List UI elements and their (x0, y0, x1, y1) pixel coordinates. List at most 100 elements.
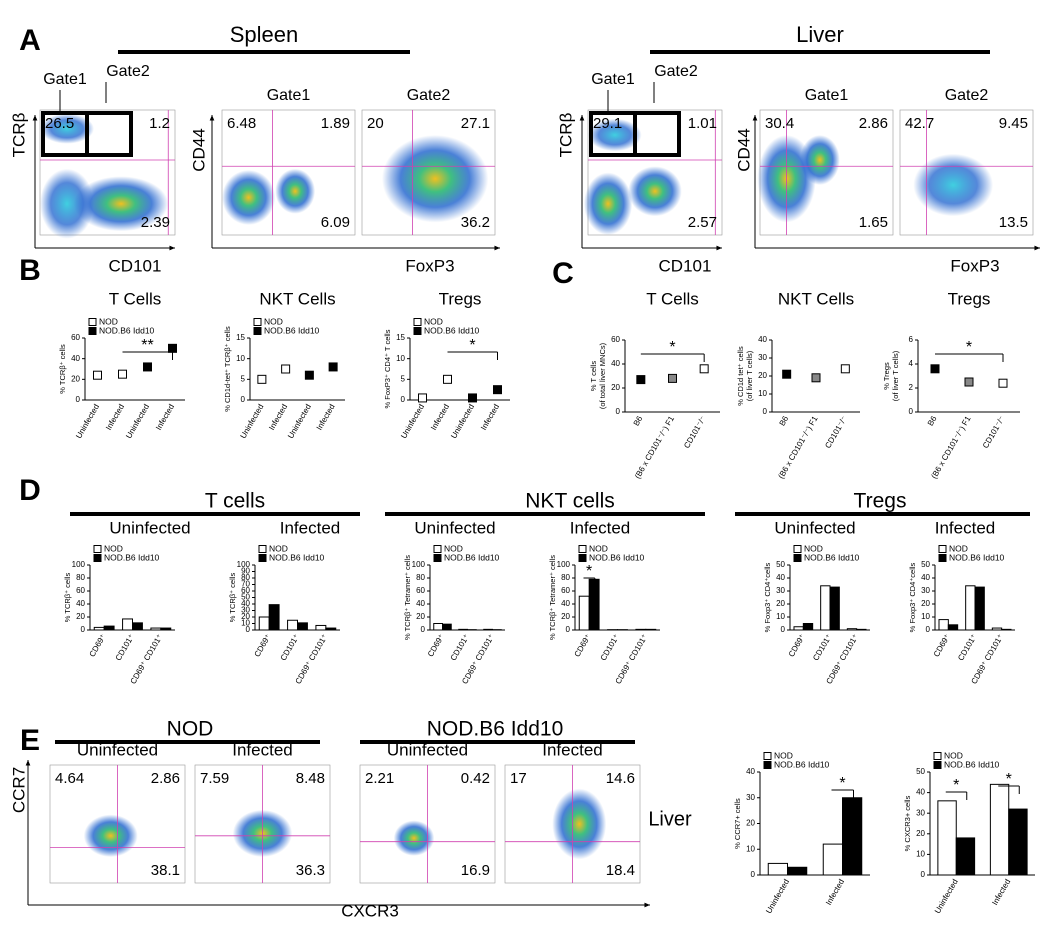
chart-title: NKT Cells (778, 289, 854, 308)
dot-marker (468, 393, 477, 403)
x-tick-label: Uninfected (124, 403, 151, 441)
bar (483, 628, 493, 631)
arrow-head (579, 115, 585, 121)
arrow-head (1034, 245, 1040, 251)
y-tick-label: 10 (241, 619, 250, 628)
legend-swatch (253, 318, 262, 326)
bar (802, 623, 814, 631)
y-tick-label: 40 (758, 335, 767, 344)
dot-marker (840, 364, 850, 374)
bar (947, 624, 959, 631)
quadrant-value: 1.65 (859, 214, 888, 231)
annotation: * (953, 777, 959, 794)
flow-plot-title: Infected (232, 740, 293, 759)
y-tick-label: 20 (416, 612, 425, 621)
quadrant-value: 20 (367, 115, 384, 132)
y-axis-label: (of liver T cells) (745, 350, 754, 401)
quadrant-value: 9.45 (999, 115, 1028, 132)
x-tick-label: B6 (926, 414, 939, 427)
legend-label: NOD.B6 Idd10 (424, 325, 480, 335)
cell-density (588, 118, 642, 152)
legend-swatch (433, 545, 442, 553)
bar (991, 627, 1003, 631)
legend-label: NOD.B6 Idd10 (774, 759, 830, 769)
cell-density (222, 170, 276, 225)
axis-label: FoxP3 (950, 256, 999, 275)
quadrant-value: 1.89 (321, 115, 350, 132)
x-tick-label: Uninfected (399, 403, 426, 441)
arrow-head (25, 760, 31, 766)
quadrant-value: 2.86 (859, 115, 888, 132)
y-tick-label: 80 (416, 573, 425, 582)
bar (297, 622, 308, 631)
bar (315, 624, 327, 631)
x-tick-label: Infected (104, 403, 126, 432)
dot-marker (930, 364, 940, 374)
legend-label: NOD.B6 Idd10 (269, 552, 325, 562)
y-axis-label: % CD1d tet⁺ cells (736, 346, 745, 406)
flow-plot-title: Uninfected (387, 740, 468, 759)
y-tick-label: 20 (76, 612, 85, 621)
section-header: NOD (167, 718, 214, 741)
subheader: Uninfected (414, 518, 495, 537)
flow-plot-title: Gate1 (805, 87, 849, 104)
dot-marker (118, 369, 127, 379)
arrow-head (716, 245, 722, 251)
x-tick-label: CD101⁺ (279, 633, 301, 663)
dot-marker (998, 378, 1008, 388)
x-tick-label: Infected (479, 403, 501, 432)
x-tick-label: Infected (315, 403, 337, 432)
dot-marker (418, 393, 427, 403)
bar (578, 595, 590, 631)
y-tick-label: 10 (746, 844, 755, 853)
bar (132, 622, 143, 631)
legend-label: NOD.B6 Idd10 (264, 325, 320, 335)
x-tick-label: Infected (429, 403, 451, 432)
legend-swatch (933, 752, 942, 760)
annotation: ** (141, 337, 153, 354)
arrow-head (169, 245, 175, 251)
x-tick-label: CD101⁻/⁻ (682, 415, 708, 450)
bar (1001, 628, 1012, 631)
quadrant-value: 27.1 (461, 115, 490, 132)
legend-label: NOD (949, 543, 968, 553)
flow-plot-title: Gate2 (407, 87, 451, 104)
quadrant-value: 36.3 (296, 862, 325, 879)
bar (645, 628, 657, 631)
gate-label: Gate2 (106, 63, 150, 80)
y-tick-label: 60 (76, 586, 85, 595)
legend-label: NOD (944, 750, 963, 760)
gate-box (633, 111, 681, 157)
y-tick-label: 5 (241, 374, 246, 383)
cell-density (552, 788, 607, 860)
y-tick-label: 100 (412, 560, 426, 569)
y-axis-label: % Foxp3⁺ CD4⁺cells (763, 562, 772, 632)
bar (160, 627, 172, 631)
x-tick-label: CD101⁺ (449, 633, 471, 663)
y-tick-label: 60 (71, 333, 80, 342)
legend-swatch (93, 554, 102, 562)
y-tick-label: 30 (758, 353, 767, 362)
y-tick-label: 50 (916, 767, 925, 776)
y-axis-label: % TCRβ⁺ Tetramer⁺ cells (548, 555, 557, 640)
quadrant-value: 6.09 (321, 214, 350, 231)
legend-swatch (253, 327, 262, 335)
x-tick-label: CD69⁺ (573, 633, 593, 659)
x-tick-label: CD69⁺ (426, 633, 446, 659)
y-axis-label: (of liver T cells) (891, 350, 900, 401)
cell-density (583, 172, 633, 235)
flow-plot-title: Infected (542, 740, 603, 759)
legend-swatch (938, 545, 947, 553)
y-tick-label: 20 (611, 383, 620, 392)
y-tick-label: 5 (401, 374, 406, 383)
y-axis-label: % CD1d-tet⁺ TCRβ⁺ cells (223, 326, 232, 412)
y-tick-label: 0 (246, 625, 251, 634)
axis-label: TCRβ (9, 112, 28, 157)
y-tick-label: 15 (236, 333, 245, 342)
cell-density (83, 814, 138, 858)
y-tick-label: 100 (72, 560, 86, 569)
quadrant-value: 2.39 (141, 214, 170, 231)
x-tick-label: Infected (267, 403, 289, 432)
bar (938, 619, 949, 631)
dot-marker (168, 343, 177, 353)
